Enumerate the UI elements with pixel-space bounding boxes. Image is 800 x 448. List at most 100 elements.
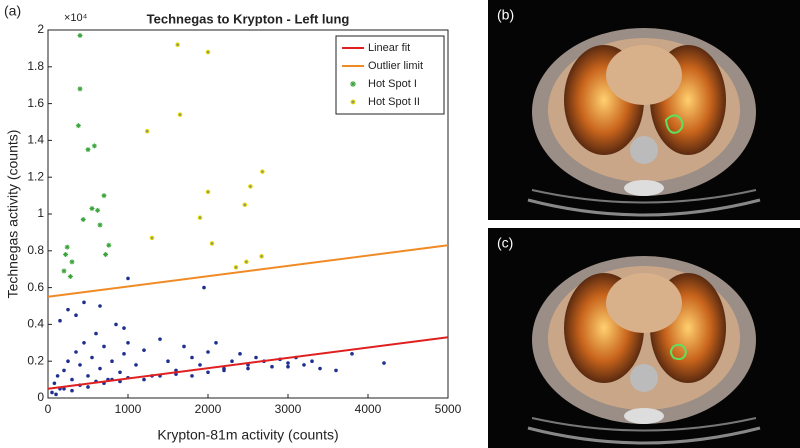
x-tick-label: 5000 [435, 402, 462, 416]
point [310, 359, 314, 364]
point [350, 352, 354, 356]
point [259, 254, 264, 259]
point [177, 112, 183, 117]
legend-swatch [350, 81, 356, 87]
point [260, 169, 265, 174]
point [54, 392, 58, 397]
x-tick-label: 4000 [355, 402, 382, 416]
point [142, 348, 146, 352]
point [61, 268, 67, 274]
point [82, 341, 86, 345]
point [106, 242, 112, 248]
point [244, 259, 249, 265]
point [63, 251, 69, 257]
panel-label: (a) [4, 3, 21, 19]
point [74, 350, 78, 354]
point [175, 42, 180, 48]
y-tick-label: 1.4 [27, 133, 44, 147]
point [230, 359, 234, 364]
point [69, 259, 75, 265]
point [286, 361, 290, 365]
y-tick-label: 0.6 [27, 280, 44, 294]
point [190, 355, 194, 360]
point [206, 370, 210, 375]
point [122, 352, 126, 356]
y-tick-label: 1.2 [27, 169, 44, 183]
point [134, 363, 138, 367]
point [77, 86, 83, 92]
point [102, 344, 106, 349]
point [302, 363, 306, 367]
point [86, 374, 90, 378]
y-multiplier: ×10⁴ [64, 12, 88, 24]
y-tick-label: 0.8 [27, 243, 44, 257]
panel-label: (c) [497, 235, 513, 251]
y-tick-label: 2 [37, 22, 44, 36]
point [101, 193, 107, 199]
legend-label: Linear fit [368, 42, 410, 54]
point [78, 363, 82, 367]
point [74, 313, 78, 318]
point [270, 364, 274, 369]
point [158, 337, 162, 341]
point [98, 304, 102, 308]
point [62, 387, 66, 391]
point [94, 331, 98, 336]
point [66, 307, 70, 312]
point [64, 244, 70, 250]
point [95, 207, 101, 213]
y-tick-label: 0.4 [27, 317, 44, 331]
line [47, 336, 449, 390]
point [90, 355, 94, 360]
y-tick-label: 0 [37, 390, 44, 404]
y-tick-label: 1.6 [27, 96, 44, 110]
point [75, 123, 81, 129]
legend-label: Hot Spot II [368, 96, 420, 108]
point [62, 368, 66, 373]
point [233, 265, 239, 270]
point [334, 368, 338, 373]
image-b: (b) [486, 0, 800, 222]
point [50, 390, 54, 395]
point [85, 147, 91, 153]
point [55, 374, 60, 378]
point [205, 49, 211, 55]
point [126, 276, 130, 281]
point [52, 381, 57, 386]
point [103, 251, 109, 257]
point [248, 184, 253, 189]
point [206, 350, 210, 354]
point [182, 344, 186, 349]
point [166, 359, 170, 364]
point [58, 318, 62, 323]
point [144, 128, 150, 134]
point [382, 361, 386, 365]
legend-label: Hot Spot I [368, 78, 417, 90]
point [97, 222, 103, 228]
point [197, 215, 203, 220]
point [98, 366, 102, 371]
legend-swatch [350, 99, 356, 105]
point [190, 374, 194, 378]
point [70, 377, 74, 382]
point [122, 326, 126, 330]
point [286, 364, 290, 369]
point [198, 363, 202, 367]
y-tick-label: 0.2 [27, 353, 44, 367]
point [126, 341, 130, 345]
y-tick-label: 1.8 [27, 59, 44, 73]
legend-label: Outlier limit [368, 60, 423, 72]
x-tick-label: 0 [45, 402, 52, 416]
point [67, 274, 73, 280]
point [254, 355, 258, 360]
point [214, 341, 218, 345]
point [318, 366, 322, 371]
point [142, 377, 146, 382]
point [89, 205, 95, 211]
line [47, 244, 449, 298]
point [70, 388, 74, 393]
x-tick-label: 3000 [275, 402, 302, 416]
x-tick-label: 2000 [195, 402, 222, 416]
point [86, 385, 90, 389]
